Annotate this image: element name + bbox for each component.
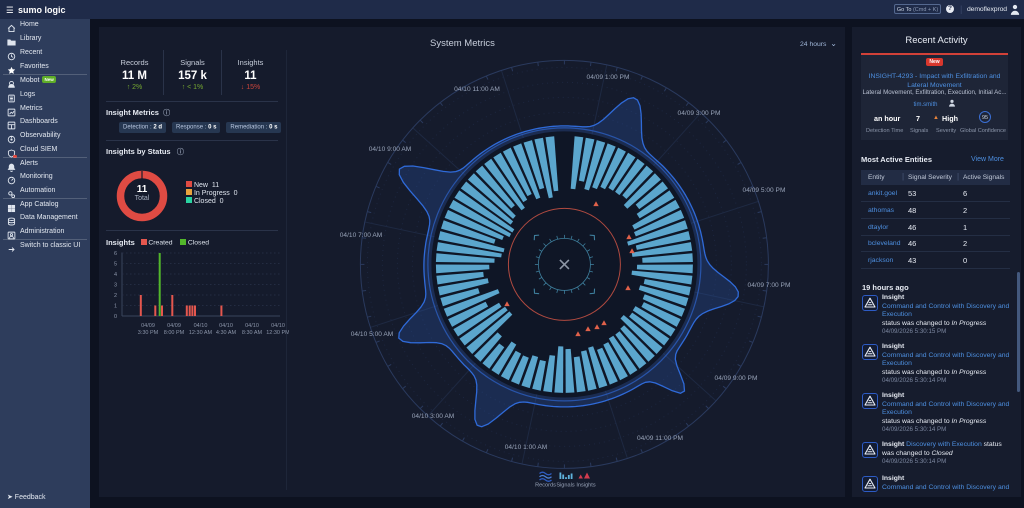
svg-text:8:00 PM: 8:00 PM [164,330,185,336]
svg-text:3: 3 [114,282,117,288]
svg-text:04/10 5:00 AM: 04/10 5:00 AM [351,331,394,338]
svg-text:4: 4 [114,272,117,278]
svg-text:04/10 3:00 AM: 04/10 3:00 AM [412,413,455,420]
svg-text:04/10: 04/10 [271,323,285,329]
svg-text:12:30 PM: 12:30 PM [266,330,289,336]
svg-text:Insights: Insights [576,483,595,489]
svg-text:04/10 7:00 AM: 04/10 7:00 AM [340,232,383,239]
svg-text:5: 5 [114,261,117,267]
svg-text:04/09: 04/09 [141,323,155,329]
svg-text:0: 0 [114,314,117,320]
svg-text:Records: Records [535,483,556,489]
svg-text:04/09 5:00 PM: 04/09 5:00 PM [743,187,786,194]
svg-text:04/10: 04/10 [194,323,208,329]
svg-text:4:30 AM: 4:30 AM [216,330,237,336]
svg-text:2: 2 [114,293,117,299]
svg-text:04/09 3:00 PM: 04/09 3:00 PM [678,110,721,117]
svg-text:04/09 11:00 PM: 04/09 11:00 PM [637,435,683,442]
svg-text:3:30 PM: 3:30 PM [138,330,159,336]
svg-text:04/10 11:00 AM: 04/10 11:00 AM [454,86,500,93]
svg-text:04/10: 04/10 [219,323,233,329]
svg-text:1: 1 [114,303,117,309]
svg-text:04/09 7:00 PM: 04/09 7:00 PM [748,282,791,289]
svg-text:04/09: 04/09 [167,323,181,329]
svg-text:Signals: Signals [556,483,575,489]
svg-text:04/09 1:00 PM: 04/09 1:00 PM [587,74,630,81]
svg-text:04/10: 04/10 [245,323,259,329]
svg-text:8:30 AM: 8:30 AM [242,330,263,336]
svg-text:04/10 9:00 AM: 04/10 9:00 AM [369,146,412,153]
svg-text:12:30 AM: 12:30 AM [189,330,213,336]
svg-text:04/09 9:00 PM: 04/09 9:00 PM [715,375,758,382]
svg-text:6: 6 [114,251,117,257]
svg-text:04/10 1:00 AM: 04/10 1:00 AM [505,444,548,451]
